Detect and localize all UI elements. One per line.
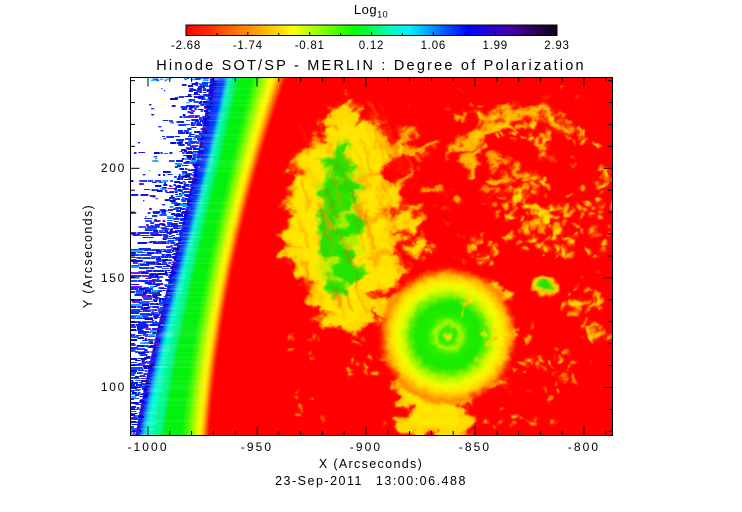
y-axis-label: Y (Arcseconds) bbox=[81, 203, 95, 309]
plage-fiber-texture bbox=[297, 100, 414, 323]
colorbar-tick-label: 1.99 bbox=[482, 40, 508, 52]
sunspot bbox=[376, 264, 520, 408]
heatmap-image bbox=[131, 77, 612, 436]
y-tick-label: 100 bbox=[100, 380, 126, 394]
colorbar-tick-label: -0.81 bbox=[294, 40, 325, 52]
y-tick-label: 200 bbox=[100, 161, 126, 175]
plage-speckles bbox=[286, 85, 612, 430]
plot-title: Hinode SOT/SP - MERLIN : Degree of Polar… bbox=[156, 58, 586, 74]
x-tick-label: -850 bbox=[458, 440, 492, 454]
x-tick-label: -1000 bbox=[127, 440, 169, 454]
off-limb-noise-streaks bbox=[131, 77, 280, 436]
x-tick-label: -950 bbox=[240, 440, 274, 454]
colorbar bbox=[185, 24, 558, 36]
colorbar-tick-label: -1.74 bbox=[232, 40, 263, 52]
colorbar-title: Log10 bbox=[353, 2, 389, 20]
colorbar-tick-label: 2.93 bbox=[544, 40, 570, 52]
colorbar-tick-label: 0.12 bbox=[358, 40, 385, 52]
observation-timestamp: 23-Sep-2011 13:00:06.488 bbox=[275, 474, 467, 488]
x-tick-label: -800 bbox=[567, 440, 601, 454]
colorbar-tick-label: 1.06 bbox=[420, 40, 446, 52]
y-tick-label: 150 bbox=[100, 271, 126, 285]
x-tick-label: -900 bbox=[349, 440, 383, 454]
plot-axes bbox=[130, 77, 613, 436]
x-axis-label: X (Arcseconds) bbox=[318, 457, 424, 471]
colorbar-gradient bbox=[186, 25, 557, 36]
colorbar-tick-label: -2.68 bbox=[171, 40, 201, 52]
